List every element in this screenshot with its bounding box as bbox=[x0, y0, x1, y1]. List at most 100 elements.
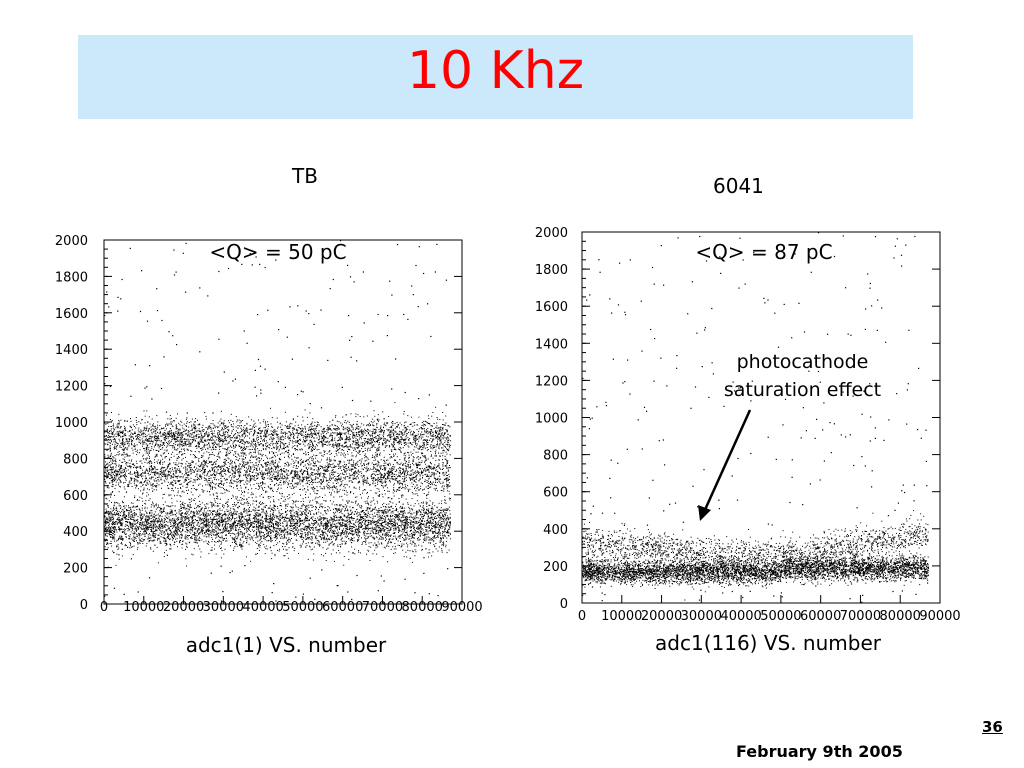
point bbox=[276, 521, 278, 523]
point bbox=[381, 493, 383, 495]
point bbox=[184, 537, 186, 539]
point bbox=[254, 530, 256, 532]
point bbox=[148, 523, 150, 524]
point bbox=[121, 538, 123, 540]
point bbox=[421, 520, 423, 521]
point bbox=[405, 534, 407, 536]
point bbox=[178, 511, 180, 513]
point bbox=[410, 540, 412, 542]
point bbox=[130, 527, 132, 529]
point bbox=[180, 531, 182, 533]
point bbox=[398, 513, 400, 515]
point bbox=[111, 514, 113, 516]
point bbox=[418, 510, 420, 512]
point bbox=[395, 548, 397, 550]
y-tick-label: 1400 bbox=[55, 343, 88, 358]
point bbox=[160, 507, 162, 509]
point bbox=[210, 511, 212, 513]
point bbox=[173, 535, 175, 537]
point bbox=[296, 530, 298, 532]
point bbox=[115, 502, 117, 503]
point bbox=[398, 515, 400, 517]
point bbox=[286, 517, 287, 519]
point bbox=[445, 502, 447, 504]
point bbox=[145, 527, 147, 529]
point bbox=[357, 540, 359, 541]
point bbox=[179, 541, 181, 543]
point bbox=[252, 538, 253, 540]
point bbox=[239, 517, 240, 519]
point bbox=[336, 508, 338, 510]
point bbox=[426, 508, 428, 510]
point bbox=[166, 537, 168, 539]
point bbox=[248, 509, 250, 511]
point bbox=[270, 537, 271, 538]
point bbox=[388, 518, 389, 520]
point bbox=[351, 539, 353, 541]
point bbox=[265, 519, 267, 521]
point bbox=[190, 532, 192, 534]
point bbox=[226, 501, 228, 503]
point bbox=[213, 534, 215, 536]
point bbox=[188, 508, 190, 510]
point bbox=[200, 531, 202, 533]
point bbox=[442, 515, 444, 517]
point bbox=[370, 521, 371, 523]
point bbox=[271, 508, 273, 510]
point bbox=[230, 511, 232, 513]
point bbox=[426, 523, 428, 525]
point bbox=[104, 546, 106, 548]
point bbox=[331, 524, 333, 526]
point bbox=[325, 526, 327, 528]
point bbox=[364, 516, 366, 517]
point bbox=[326, 526, 328, 528]
point bbox=[392, 526, 394, 528]
point bbox=[214, 548, 215, 550]
point bbox=[253, 517, 255, 519]
point bbox=[293, 514, 295, 516]
point bbox=[208, 534, 210, 536]
point bbox=[284, 533, 286, 535]
point bbox=[129, 534, 131, 536]
point bbox=[232, 528, 234, 530]
point bbox=[405, 551, 407, 553]
point bbox=[415, 490, 417, 492]
point bbox=[427, 519, 429, 521]
point bbox=[382, 556, 384, 558]
point bbox=[439, 519, 441, 521]
point bbox=[344, 523, 346, 525]
point bbox=[327, 525, 329, 527]
point bbox=[437, 510, 439, 512]
point bbox=[375, 521, 376, 523]
point bbox=[334, 511, 336, 513]
point bbox=[448, 524, 450, 526]
point bbox=[142, 500, 144, 502]
point bbox=[241, 523, 243, 525]
point bbox=[230, 533, 232, 534]
point bbox=[291, 538, 292, 539]
point bbox=[148, 527, 150, 528]
point bbox=[439, 541, 441, 543]
point bbox=[117, 502, 118, 504]
point bbox=[301, 536, 303, 537]
point bbox=[195, 542, 197, 544]
point bbox=[184, 513, 186, 515]
point bbox=[109, 531, 110, 533]
point bbox=[443, 531, 445, 533]
point bbox=[211, 522, 213, 524]
point bbox=[358, 535, 360, 537]
point bbox=[262, 524, 264, 526]
point bbox=[438, 515, 440, 517]
point bbox=[279, 528, 281, 530]
point bbox=[256, 519, 258, 521]
point bbox=[116, 531, 118, 533]
point bbox=[301, 505, 303, 506]
point bbox=[426, 520, 428, 522]
point bbox=[285, 531, 287, 533]
point bbox=[414, 532, 416, 534]
point bbox=[287, 531, 289, 533]
point bbox=[232, 522, 234, 524]
point bbox=[303, 523, 305, 525]
point bbox=[106, 517, 108, 519]
point bbox=[247, 535, 249, 537]
